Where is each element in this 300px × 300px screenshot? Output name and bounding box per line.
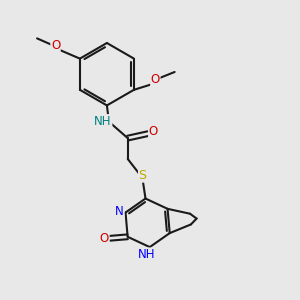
Text: N: N: [115, 205, 124, 218]
Text: O: O: [100, 232, 109, 245]
Text: NH: NH: [94, 115, 112, 128]
Text: O: O: [51, 39, 60, 52]
Text: O: O: [151, 73, 160, 85]
Text: NH: NH: [138, 248, 155, 261]
Text: O: O: [148, 125, 158, 138]
Text: S: S: [139, 169, 147, 182]
